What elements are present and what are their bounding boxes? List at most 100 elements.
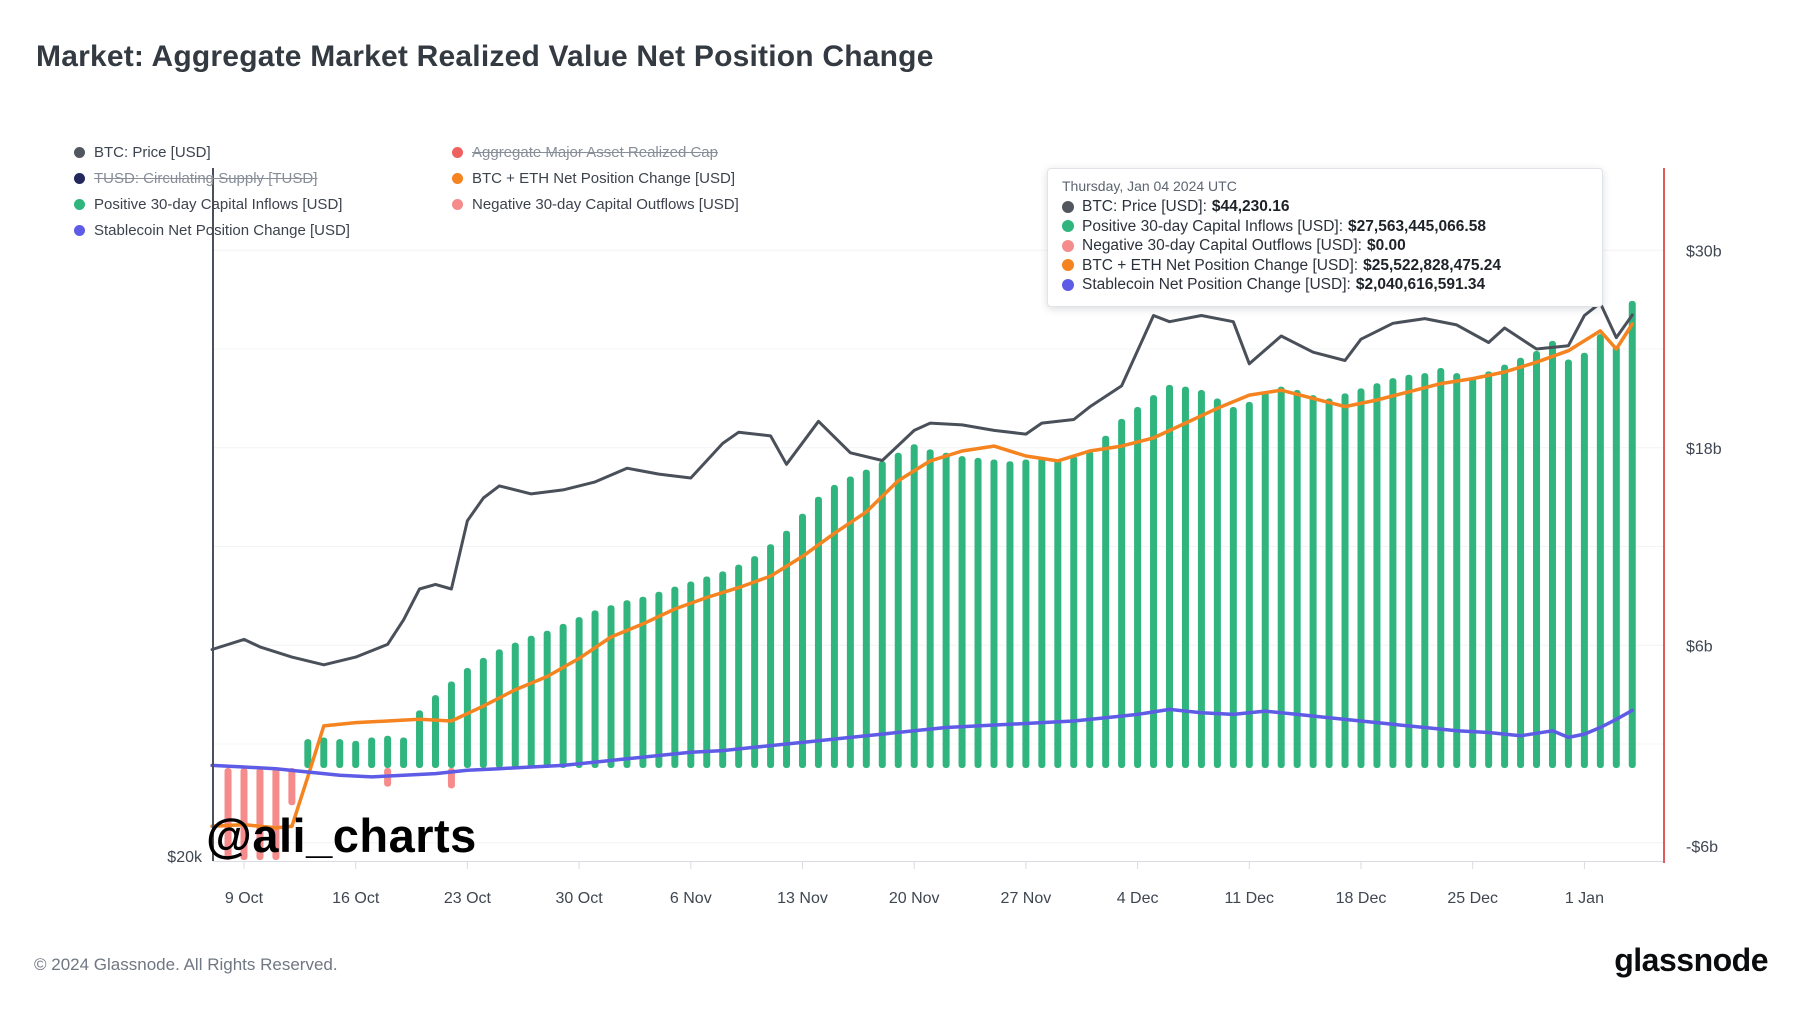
inflow-bar[interactable] <box>703 576 711 768</box>
inflow-bar[interactable] <box>575 617 583 768</box>
inflow-bar[interactable] <box>1596 334 1604 768</box>
inflow-bar[interactable] <box>862 469 870 768</box>
inflow-bar[interactable] <box>942 452 950 768</box>
inflow-bar[interactable] <box>671 586 679 768</box>
inflow-bar[interactable] <box>1261 391 1269 768</box>
inflow-bar[interactable] <box>1421 373 1429 768</box>
inflow-bar[interactable] <box>655 591 663 768</box>
inflow-bar[interactable] <box>814 496 822 768</box>
inflow-bar[interactable] <box>719 571 727 768</box>
inflow-bar[interactable] <box>1612 345 1620 768</box>
inflow-bar[interactable] <box>1118 418 1126 768</box>
inflow-bar[interactable] <box>767 544 775 768</box>
inflow-bar[interactable] <box>1517 357 1525 768</box>
inflow-bar[interactable] <box>894 452 902 768</box>
inflow-bar[interactable] <box>1166 384 1174 768</box>
inflow-bar[interactable] <box>1548 340 1556 768</box>
inflow-bar[interactable] <box>1341 393 1349 768</box>
inflow-bar[interactable] <box>447 681 455 768</box>
inflow-bar[interactable] <box>1580 352 1588 768</box>
inflow-bar[interactable] <box>1469 378 1477 768</box>
inflow-bar[interactable] <box>687 581 695 768</box>
inflow-bar[interactable] <box>1628 300 1636 768</box>
inflow-bar[interactable] <box>846 476 854 768</box>
inflow-bar[interactable] <box>1389 378 1397 768</box>
inflow-bar[interactable] <box>798 513 806 768</box>
inflow-bar[interactable] <box>511 642 519 768</box>
inflow-bar[interactable] <box>990 459 998 768</box>
inflow-bar[interactable] <box>1325 398 1333 768</box>
inflow-bar[interactable] <box>1102 435 1110 768</box>
inflow-bar[interactable] <box>1006 461 1014 768</box>
inflow-bar[interactable] <box>639 596 647 768</box>
inflow-bar[interactable] <box>543 630 551 768</box>
inflow-bar[interactable] <box>958 456 966 768</box>
inflow-bar[interactable] <box>336 739 344 768</box>
inflow-bar[interactable] <box>1373 383 1381 768</box>
inflow-bar[interactable] <box>1070 456 1078 768</box>
inflow-bar[interactable] <box>1485 371 1493 768</box>
inflow-bar[interactable] <box>1213 398 1221 768</box>
outflow-bar[interactable] <box>240 768 248 860</box>
inflow-bar[interactable] <box>623 600 631 768</box>
inflow-bar[interactable] <box>910 444 918 768</box>
inflow-bar[interactable] <box>830 484 838 768</box>
inflow-bar[interactable] <box>926 449 934 768</box>
inflow-bar[interactable] <box>1309 395 1317 768</box>
inflow-bar[interactable] <box>974 457 982 768</box>
inflow-bar[interactable] <box>1134 406 1142 768</box>
inflow-bar[interactable] <box>1357 388 1365 768</box>
inflow-bar[interactable] <box>783 530 791 768</box>
legend-item-btc-eth-npc[interactable]: BTC + ETH Net Position Change [USD] <box>452 165 739 191</box>
inflow-bar[interactable] <box>1197 390 1205 768</box>
inflow-bar[interactable] <box>1437 367 1445 768</box>
inflow-bar[interactable] <box>400 737 408 768</box>
inflow-bar[interactable] <box>559 623 567 768</box>
inflow-bar[interactable] <box>320 737 328 768</box>
inflow-bar[interactable] <box>416 710 424 768</box>
inflow-bar[interactable] <box>751 556 759 768</box>
inflow-bar[interactable] <box>352 740 360 768</box>
outflow-bar[interactable] <box>224 768 232 860</box>
inflow-bar[interactable] <box>1150 395 1158 768</box>
legend-item-btc-price[interactable]: BTC: Price [USD] <box>74 139 350 165</box>
inflow-bar[interactable] <box>384 735 392 768</box>
inflow-bar[interactable] <box>1086 451 1094 768</box>
outflow-bar[interactable] <box>272 768 280 860</box>
inflow-bar[interactable] <box>1564 359 1572 768</box>
inflow-bar[interactable] <box>1501 364 1509 768</box>
btc-eth-npc-line[interactable] <box>210 322 1635 830</box>
inflow-bar[interactable] <box>1293 390 1301 768</box>
inflow-bar[interactable] <box>1181 386 1189 768</box>
btc-price-line[interactable] <box>210 301 1634 667</box>
legend-item-tusd-supply[interactable]: TUSD: Circulating Supply [TUSD] <box>74 165 350 191</box>
inflow-bar[interactable] <box>878 461 886 768</box>
inflow-bar[interactable] <box>527 635 535 768</box>
inflow-bar[interactable] <box>431 695 439 768</box>
inflow-bar[interactable] <box>479 657 487 768</box>
inflow-bar[interactable] <box>1054 459 1062 768</box>
outflow-bar[interactable] <box>288 768 296 806</box>
stablecoin-npc-line[interactable] <box>210 707 1635 779</box>
inflow-bar[interactable] <box>495 649 503 768</box>
inflow-bar[interactable] <box>1277 386 1285 768</box>
inflow-bar[interactable] <box>607 605 615 768</box>
legend-item-stablecoin-npc[interactable]: Stablecoin Net Position Change [USD] <box>74 217 350 243</box>
inflow-bar[interactable] <box>304 739 312 768</box>
inflow-bar[interactable] <box>1453 373 1461 768</box>
inflow-bar[interactable] <box>1245 401 1253 768</box>
legend-item-positive-inflows[interactable]: Positive 30-day Capital Inflows [USD] <box>74 191 350 217</box>
inflow-bar[interactable] <box>1533 351 1541 768</box>
inflow-bar[interactable] <box>591 610 599 768</box>
outflow-bar[interactable] <box>256 768 264 860</box>
inflow-bar[interactable] <box>463 667 471 768</box>
inflow-bar[interactable] <box>735 564 743 768</box>
legend-item-negative-outflows[interactable]: Negative 30-day Capital Outflows [USD] <box>452 191 739 217</box>
inflow-bar[interactable] <box>368 737 376 768</box>
inflow-bar[interactable] <box>1229 406 1237 768</box>
inflow-bar[interactable] <box>1022 459 1030 768</box>
legend-item-aggregate-realized-cap[interactable]: Aggregate Major Asset Realized Cap <box>452 139 739 165</box>
inflow-bar[interactable] <box>1038 457 1046 768</box>
inflow-bar[interactable] <box>1405 374 1413 768</box>
